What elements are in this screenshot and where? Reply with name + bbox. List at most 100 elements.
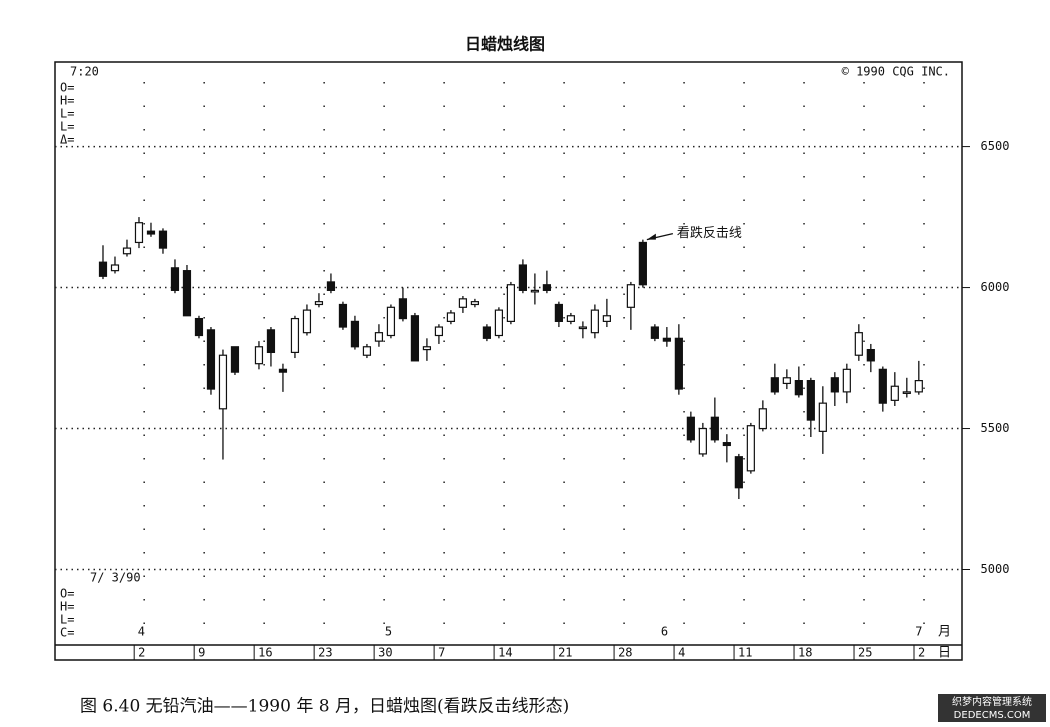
candle-body (794, 380, 803, 396)
candle-body (410, 315, 420, 362)
watermark: DEDECMS.COM (954, 710, 1031, 721)
candle-body (122, 247, 132, 255)
x-tick-label: 28 (618, 646, 632, 660)
candle-body (254, 346, 264, 365)
candle-body (590, 309, 599, 334)
field-label: L= (60, 120, 74, 134)
candle-body (722, 442, 731, 447)
candle-body (446, 312, 456, 322)
header-left: 7:20 (70, 65, 99, 79)
candle-body (374, 332, 384, 342)
frame (54, 61, 963, 661)
candle-body (266, 329, 276, 354)
month-unit: 月 (938, 625, 951, 640)
candle-body (806, 380, 815, 421)
candle-body (134, 222, 144, 244)
candle-body (698, 427, 707, 455)
candle-body (194, 317, 204, 337)
candle-body (578, 326, 587, 330)
candle-body (506, 284, 515, 322)
x-tick-label: 23 (318, 646, 332, 660)
x-tick-label: 25 (858, 646, 872, 660)
candle-body (158, 230, 168, 249)
candle-body (782, 377, 791, 385)
candle-body (386, 306, 396, 337)
candle-body (566, 315, 575, 322)
y-tick-label: 5500 (981, 421, 1010, 435)
watermark: 织梦内容管理系统 (952, 695, 1032, 708)
candle-body (302, 309, 312, 334)
y-tick-label: 5000 (981, 562, 1010, 576)
candle-body (230, 346, 240, 373)
month-label: 5 (385, 625, 392, 639)
x-tick-label: 11 (738, 646, 752, 660)
y-tick-label: 6500 (981, 139, 1010, 153)
candle-body (110, 264, 120, 272)
field-label: H= (60, 94, 74, 108)
x-tick-label: 14 (498, 646, 512, 660)
candle-body (746, 425, 755, 472)
x-tick-label: 30 (378, 646, 392, 660)
annotation-arrowhead (646, 233, 656, 240)
x-tick-label: 18 (798, 646, 812, 660)
candle-body (866, 348, 875, 362)
candle-body (554, 303, 563, 322)
bottom-date: 7/ 3/90 (90, 571, 141, 585)
x-unit: 日 (938, 646, 951, 661)
candle-body (542, 284, 551, 291)
candle-body (170, 267, 180, 291)
x-tick-label: 9 (198, 646, 205, 660)
month-label: 7 (915, 625, 922, 639)
field-label: L= (60, 107, 74, 121)
candle-body (338, 303, 348, 328)
y-tick-label: 6000 (981, 280, 1010, 294)
field-label: O= (60, 587, 74, 601)
candle-body (434, 326, 444, 337)
candle-body (758, 408, 767, 430)
candle-body (206, 329, 216, 390)
field-label: O= (60, 81, 74, 95)
month-label: 6 (661, 625, 668, 639)
candle-body (326, 281, 336, 291)
watermark-box (938, 694, 1046, 722)
candle-body (350, 320, 360, 348)
x-tick-label: 2 (138, 646, 145, 660)
x-tick-label: 4 (678, 646, 685, 660)
candle-body (218, 354, 228, 410)
candle-body (770, 377, 779, 393)
x-tick-label: 16 (258, 646, 272, 660)
candle-body (482, 326, 492, 339)
candle-body (470, 301, 480, 306)
candle-body (878, 368, 887, 404)
field-label: C= (60, 626, 74, 640)
candle-body (602, 315, 611, 322)
candle-body (290, 317, 300, 354)
candle-body (650, 326, 659, 339)
candle-body (518, 264, 527, 291)
candle-body (890, 385, 899, 401)
field-label: H= (60, 600, 74, 614)
candle-body (674, 337, 683, 390)
candle-body (98, 261, 108, 277)
candle-body (854, 332, 863, 356)
candle-body (362, 346, 372, 356)
candle-body (842, 368, 851, 393)
field-label: Δ= (60, 133, 74, 147)
candle-body (686, 416, 695, 441)
chart-title: 日蜡烛线图 (465, 35, 545, 54)
candle-body (278, 368, 288, 373)
candle-body (422, 346, 432, 351)
candle-body (914, 380, 923, 393)
annotation: 看跌反击线 (677, 225, 742, 241)
candle-body (818, 402, 827, 432)
candle-body (710, 416, 719, 441)
candle-body (458, 298, 468, 308)
candle-body (314, 301, 324, 306)
candle-body (398, 298, 408, 320)
candle-body (182, 270, 192, 317)
candle-body (662, 337, 671, 342)
x-tick-label: 21 (558, 646, 572, 660)
candle-body (494, 309, 504, 337)
field-label: L= (60, 613, 74, 627)
